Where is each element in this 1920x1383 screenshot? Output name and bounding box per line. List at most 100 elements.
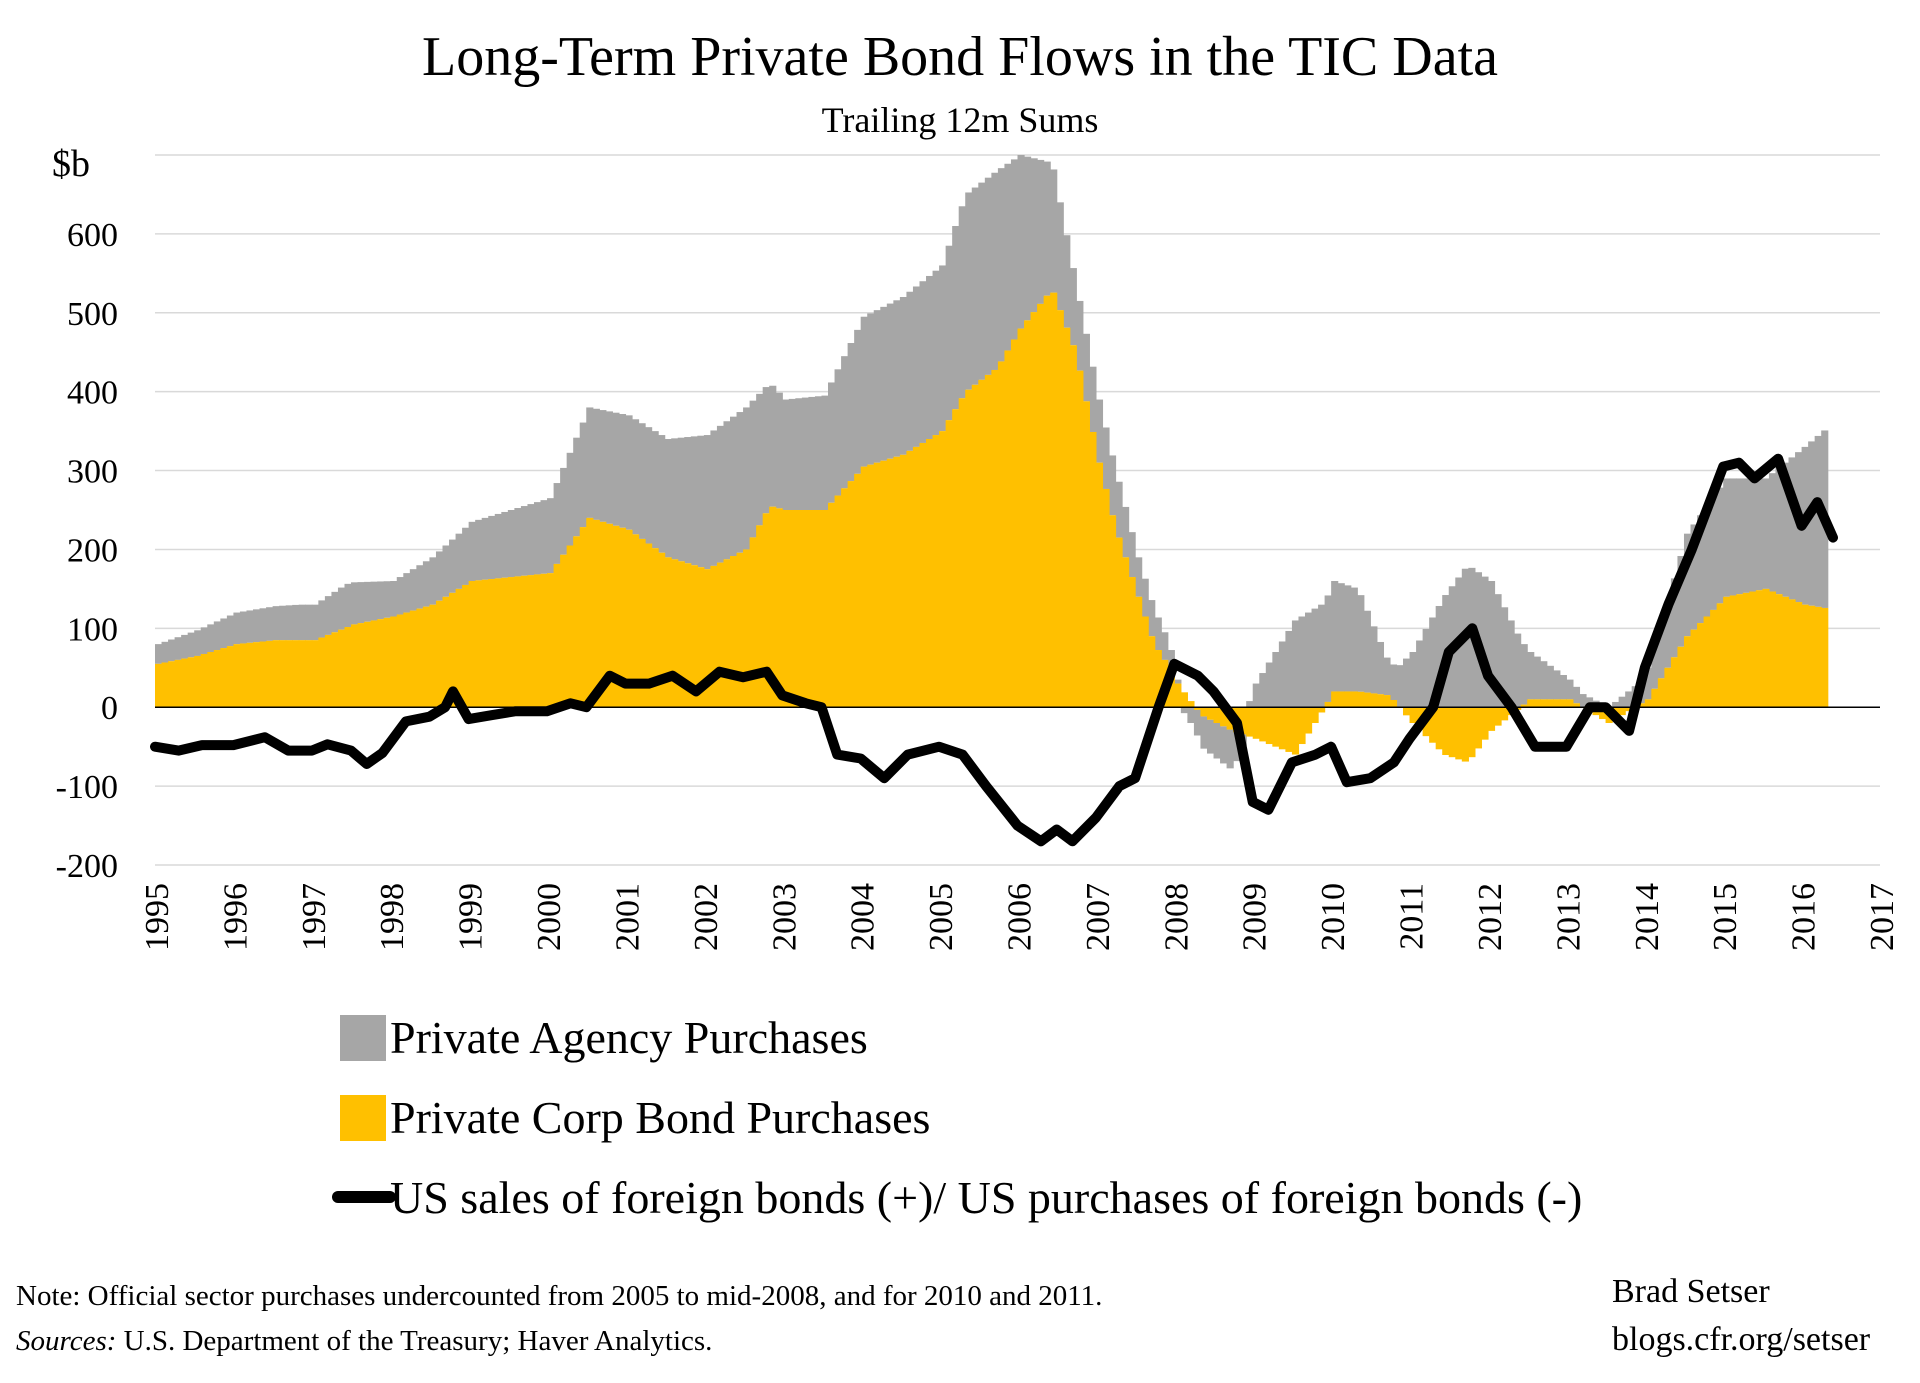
corp-bar [174,659,182,708]
corp-bar [1357,691,1365,708]
corp-bar [181,658,189,708]
corp-bar [1442,707,1450,755]
footer-sources: Sources: U.S. Department of the Treasury… [16,1325,712,1357]
corp-bar [997,361,1006,708]
corp-bar [226,646,235,708]
corp-bar [756,525,764,708]
agency-bar [605,411,613,524]
corp-bar [1135,596,1143,708]
agency-bar [945,245,953,421]
agency-bar [1716,487,1724,604]
agency-bar [821,395,829,510]
agency-bar [246,610,254,643]
corp-bar [246,642,254,708]
corp-bar [481,579,489,708]
corp-bar [1122,557,1130,708]
agency-bar [1416,640,1424,708]
corp-bar [1278,707,1286,750]
agency-bar [560,467,568,555]
agency-bar [547,498,555,574]
footer-site: blogs.cfr.org/setser [1612,1321,1871,1358]
agency-bar [873,310,881,463]
corp-bar [1755,590,1763,708]
corp-bar [435,600,444,708]
corp-bar [1246,707,1254,737]
agency-bar [1527,652,1535,700]
corp-bar [1291,707,1300,755]
y-tick-labels: 600 500 400 300 200 100 0 -100 -200 [56,217,118,885]
corp-bar [475,580,483,708]
agency-bar [1651,645,1659,689]
corp-bar [723,559,731,708]
agency-bar [259,608,267,642]
agency-bar [155,644,163,664]
corp-bar [1821,607,1829,708]
x-tick-label: 2008 [1158,883,1195,951]
corp-bar [762,513,770,708]
corp-bar [1056,310,1064,708]
agency-bar [1089,366,1097,432]
chart-subtitle: Trailing 12m Sums [822,100,1099,140]
agency-bar [1657,623,1665,679]
agency-bar [1579,694,1587,708]
corp-bar [507,577,515,708]
agency-bar [730,416,738,557]
corp-bar [1618,707,1626,716]
agency-bar [311,604,319,641]
agency-bar [435,551,444,601]
corp-bar [1625,707,1633,712]
corp-bar [854,473,862,708]
corp-bar [1540,699,1548,708]
agency-bar [1742,478,1750,593]
corp-bar [906,450,914,708]
corp-bar [1337,691,1345,708]
agency-bar [769,385,777,507]
x-tick-label: 1999 [453,883,490,951]
agency-bar [723,421,731,560]
corp-bar [1350,691,1358,708]
agency-bar [997,168,1006,362]
corp-bar [168,661,176,708]
corp-bar [318,637,326,708]
corp-bar [1187,701,1195,708]
y-tick-label: 400 [67,375,118,412]
corp-bar [1050,292,1058,708]
corp-bar [684,563,692,708]
agency-bar [1514,633,1522,708]
corp-bar [194,655,202,708]
agency-bar [1755,478,1763,591]
corp-bar [1213,707,1221,723]
agency-bar [1305,612,1313,708]
agency-bar [1370,626,1378,694]
corp-bar [1494,707,1502,726]
agency-bar [1102,427,1110,489]
agency-bar [1383,657,1391,696]
agency-bar [1063,235,1071,328]
agency-bar [553,483,561,564]
corp-bar [1553,699,1561,708]
corp-bar [710,565,718,708]
corp-bar [1200,707,1208,717]
corp-bar [631,534,640,708]
agency-bar [1122,506,1130,558]
agency-bar [958,206,966,399]
corp-bar [775,508,783,708]
x-tick-label: 2012 [1472,883,1509,951]
agency-bar [854,329,862,474]
corp-bar [1559,699,1567,708]
agency-bar [377,581,385,620]
agency-bar [880,306,888,461]
corp-bar [1657,678,1665,708]
agency-bar [684,437,692,564]
agency-bar [331,591,339,633]
corp-bar [841,488,849,708]
corp-bar [187,657,195,708]
y-tick-label: 600 [67,217,118,254]
corp-bar [1703,616,1711,708]
corp-bar [1690,629,1698,708]
corp-bar [814,510,823,708]
agency-bar [174,637,182,660]
corp-bar [1024,320,1032,708]
agency-bar [984,177,992,375]
